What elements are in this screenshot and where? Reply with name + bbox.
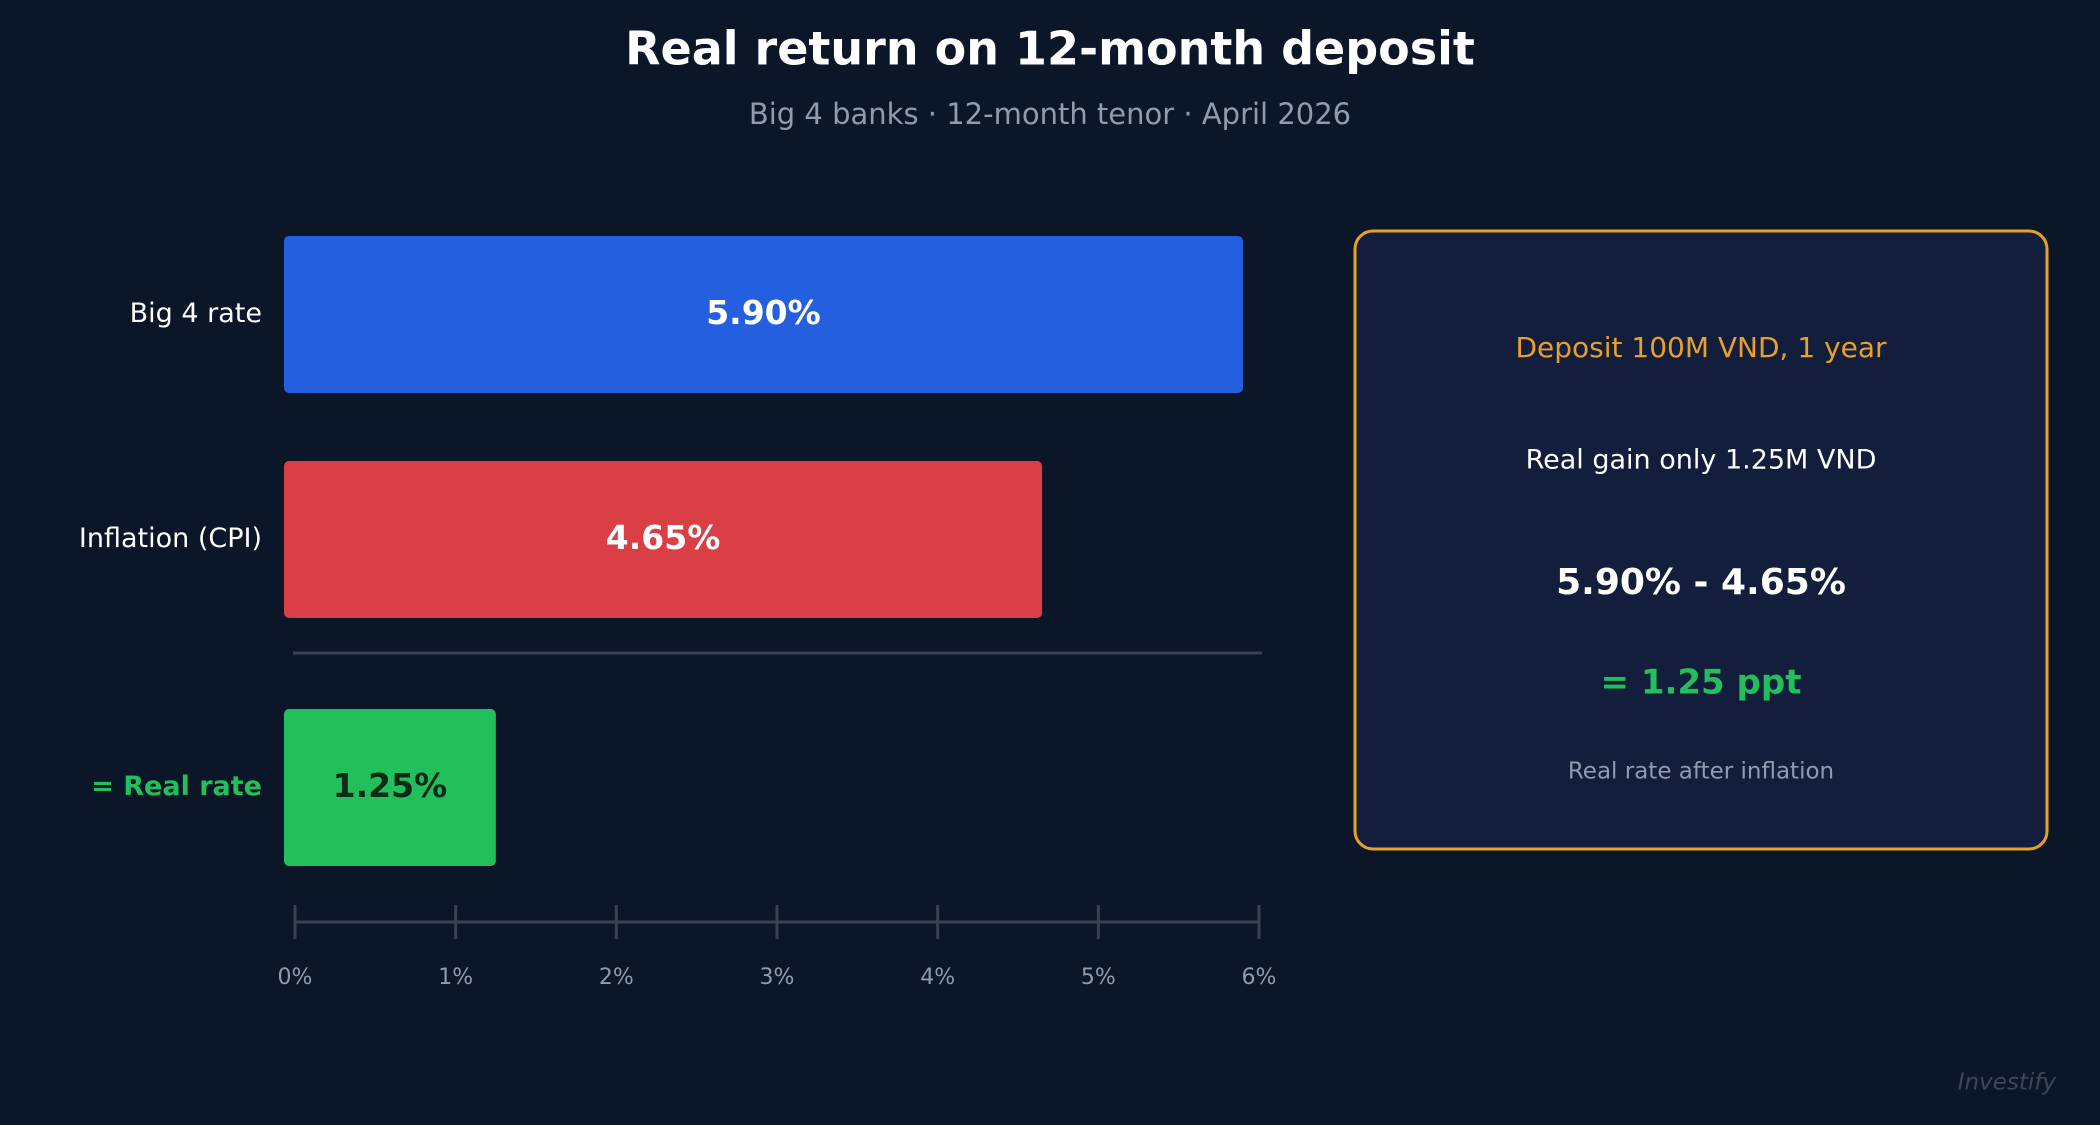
chart-title: Real return on 12-month deposit [625,22,1475,76]
panel-heading: Deposit 100M VND, 1 year [1515,331,1887,364]
panel-note: Real rate after inflation [1568,759,1834,785]
category-label: Big 4 rate [130,298,262,329]
bar [284,709,496,866]
x-tick-label: 6% [1242,965,1277,990]
panel-formula: 5.90% - 4.65% [1556,562,1846,603]
value-label: 4.65% [606,518,721,557]
chart-subtitle: Big 4 banks · 12-month tenor · April 202… [749,97,1351,131]
bar [284,236,1243,393]
x-tick-label: 1% [438,965,473,990]
category-label: = Real rate [91,771,262,802]
x-tick-label: 5% [1081,965,1116,990]
x-tick-label: 0% [278,965,313,990]
panel-line: Real gain only 1.25M VND [1526,445,1877,476]
x-tick-label: 3% [760,965,795,990]
x-tick-label: 4% [920,965,955,990]
watermark: Investify [1958,1070,2057,1096]
value-label: 1.25% [333,766,448,805]
value-label: 5.90% [706,293,821,332]
panel-result: = 1.25 ppt [1601,663,1802,703]
bar [284,461,1043,618]
summary-panel [1353,229,2049,851]
category-label: Inflation (CPI) [79,523,262,554]
x-tick-label: 2% [599,965,634,990]
